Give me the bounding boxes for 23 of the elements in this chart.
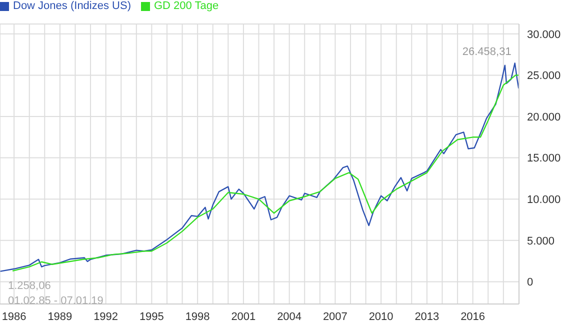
annotation: 1.258,06 bbox=[8, 279, 52, 294]
y-tick-label: 30.000 bbox=[527, 28, 561, 41]
y-tick-label: 5.000 bbox=[527, 235, 555, 248]
legend-label: Dow Jones (Indizes US) bbox=[13, 0, 131, 12]
x-tick-label: 2007 bbox=[322, 310, 348, 323]
y-tick-label: 20.000 bbox=[527, 111, 561, 124]
x-tick-label: 2013 bbox=[414, 310, 440, 323]
y-tick-label: 10.000 bbox=[527, 194, 561, 206]
annotation: 26.458,31 bbox=[462, 46, 512, 58]
x-tick-label: 1992 bbox=[94, 310, 118, 323]
y-tick-label: 15.000 bbox=[527, 152, 561, 165]
x-tick-label: 2001 bbox=[231, 310, 256, 323]
y-tick-label: 0 bbox=[527, 276, 534, 289]
x-tick-label: 2016 bbox=[460, 310, 486, 323]
x-tick-label: 1995 bbox=[139, 310, 164, 323]
annotation: 01.02.85 - 07.01.19 bbox=[8, 294, 104, 309]
x-tick-label: 2004 bbox=[277, 310, 302, 323]
x-tick-label: 1986 bbox=[2, 310, 26, 323]
x-tick-label: 2010 bbox=[368, 310, 394, 323]
x-tick-label: 1989 bbox=[48, 310, 72, 323]
legend-label: GD 200 Tage bbox=[154, 0, 219, 12]
y-tick-label: 25.000 bbox=[527, 70, 561, 82]
x-tick-label: 1998 bbox=[185, 310, 210, 323]
